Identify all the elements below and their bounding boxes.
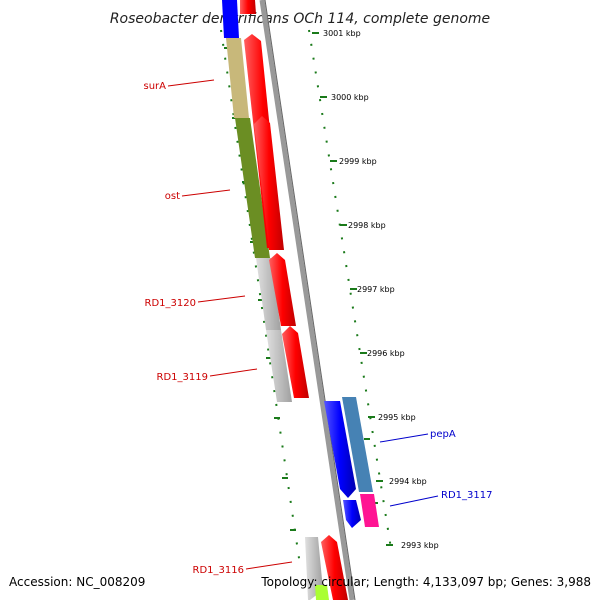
cds-arrow[interactable]: [282, 326, 309, 398]
scale-label: 2996 kbp: [367, 349, 405, 358]
gene-block-surA[interactable]: [226, 38, 249, 118]
gene-block-green-bottom[interactable]: [315, 585, 329, 600]
gene-label-ost[interactable]: ost: [165, 191, 180, 202]
gene-blocks-left-ring: [222, 0, 329, 600]
gene-label-RD1_3120[interactable]: RD1_3120: [145, 298, 196, 309]
map-title: Roseobacter denitrificans OCh 114, compl…: [110, 11, 490, 27]
genome-backbone: [259, 0, 356, 600]
topology-text: Topology: circular; Length: 4,133,097 bp…: [260, 575, 591, 589]
cds-arrow-blue-small[interactable]: [343, 500, 361, 528]
scale-label: 3001 kbp: [323, 29, 361, 38]
gene-label-pepA[interactable]: pepA: [430, 429, 456, 440]
scale-label: 2998 kbp: [348, 221, 386, 230]
blue-cds-group: [324, 397, 379, 528]
cds-arrow[interactable]: [240, 0, 256, 14]
inner-track-ticks: [224, 47, 296, 531]
scale-label: 2995 kbp: [378, 413, 416, 422]
scale-label: 2994 kbp: [389, 477, 427, 486]
scale-label: 3000 kbp: [331, 93, 369, 102]
gene-block-pepA[interactable]: [342, 397, 373, 492]
scale-label: 2993 kbp: [401, 541, 439, 550]
scale-label: 2997 kbp: [357, 285, 395, 294]
label-leaders: [167, 79, 439, 570]
gene-label-RD1_3117[interactable]: RD1_3117: [441, 490, 492, 501]
scale-label: 2999 kbp: [339, 157, 377, 166]
gene-block-RD1_3116[interactable]: [305, 537, 323, 600]
gene-label-RD1_3116[interactable]: RD1_3116: [193, 565, 244, 576]
cds-arrow-pepA-left[interactable]: [324, 401, 356, 498]
gene-block-RD1_3119[interactable]: [266, 330, 292, 402]
gene-block-ost[interactable]: [235, 118, 270, 258]
gene-block-RD1_3120[interactable]: [256, 258, 281, 330]
cds-arrow[interactable]: [321, 535, 348, 600]
gene-label-surA[interactable]: surA: [144, 81, 167, 92]
cds-arrow[interactable]: [269, 253, 296, 326]
accession-text: Accession: NC_008209: [9, 575, 145, 589]
scale-ticks: [312, 32, 393, 546]
red-cds-arrows: [240, 0, 348, 600]
gene-block-RD1_3117[interactable]: [360, 494, 379, 527]
gene-label-RD1_3119[interactable]: RD1_3119: [157, 372, 208, 383]
gene-block-blue-top[interactable]: [222, 0, 239, 38]
gene-labels: surA ost RD1_3120 RD1_3119 RD1_3116 pepA…: [144, 81, 493, 576]
scale-labels: 3001 kbp 3000 kbp 2999 kbp 2998 kbp 2997…: [323, 29, 439, 550]
cds-arrow[interactable]: [254, 116, 284, 250]
